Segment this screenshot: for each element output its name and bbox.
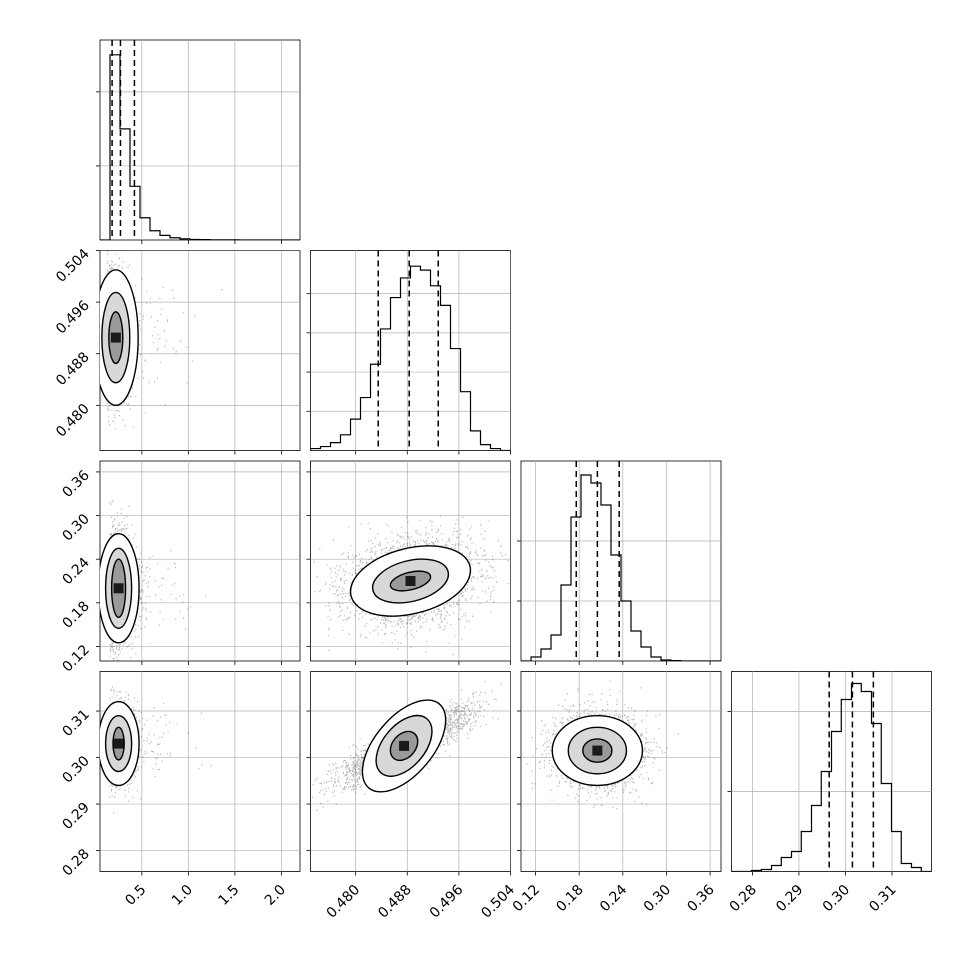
y-tick-label: 0.30 [59,511,92,544]
contour-line [100,533,140,644]
density-2-3 [521,671,721,872]
histogram-step [521,474,721,661]
histogram-panel [310,250,511,451]
y-tick-label: 0.480 [53,401,93,441]
density-peak [399,740,410,751]
density-1-3 [310,671,511,872]
contour-line [100,269,139,407]
contour-line [389,730,419,762]
x-tick-label: 0.29 [773,882,806,915]
y-tick-label: 0.30 [59,753,92,786]
contour-line [112,726,125,761]
contour-line [100,701,140,787]
x-tick-label: 0.24 [597,882,630,915]
density-peak [113,738,124,749]
histogram-2 [521,461,721,661]
density-peak [592,745,603,756]
x-tick-label: 0.12 [510,882,543,915]
y-tick-label: 0.504 [53,246,93,286]
histogram-step [100,54,300,240]
contour-line [349,545,472,617]
density-0-1 [100,250,300,451]
x-tick-label: 1.0 [169,882,196,909]
y-tick-label: 0.24 [59,555,92,588]
density-peak [113,583,124,594]
histogram-panel [99,39,301,241]
contour-line [389,570,432,592]
contour-line [101,291,131,384]
density-peak [110,332,121,343]
y-tick-label: 0.496 [53,298,93,338]
x-tick-label: 0.480 [324,882,364,922]
histogram-step [731,682,932,872]
contour-line [104,714,133,773]
x-tick-label: 0.18 [553,882,586,915]
y-tick-label: 0.18 [59,598,92,631]
contour-line [361,699,447,793]
contour-line [110,558,127,619]
density-peak [405,576,416,586]
x-tick-label: 0.5 [122,882,149,909]
x-tick-label: 0.31 [866,882,899,915]
contour-line [551,714,644,787]
x-tick-label: 0.496 [427,882,467,922]
x-tick-label: 0.488 [375,882,415,922]
x-tick-label: 0.28 [727,882,760,915]
histogram-step [310,265,511,451]
contour-line [371,558,450,604]
contour-line [375,714,433,777]
x-tick-label: 0.36 [684,882,717,915]
density-0-2 [100,461,300,661]
contour-line [104,547,133,629]
density-0-3 [100,671,300,872]
contour-line [567,726,628,775]
y-tick-label: 0.28 [59,846,92,879]
density-1-2 [310,461,511,661]
y-tick-label: 0.29 [59,800,92,833]
y-tick-label: 0.12 [59,642,92,675]
y-tick-label: 0.31 [59,707,92,740]
x-tick-label: 0.30 [820,882,853,915]
histogram-3 [731,671,932,872]
histogram-0 [100,40,300,240]
contour-line [108,311,124,365]
y-tick-label: 0.36 [59,467,92,500]
x-tick-label: 0.30 [641,882,674,915]
y-tick-label: 0.488 [53,349,93,389]
x-tick-label: 2.0 [262,882,289,909]
histogram-1 [310,250,511,451]
contour-line [582,738,613,763]
x-tick-label: 1.5 [215,882,242,909]
